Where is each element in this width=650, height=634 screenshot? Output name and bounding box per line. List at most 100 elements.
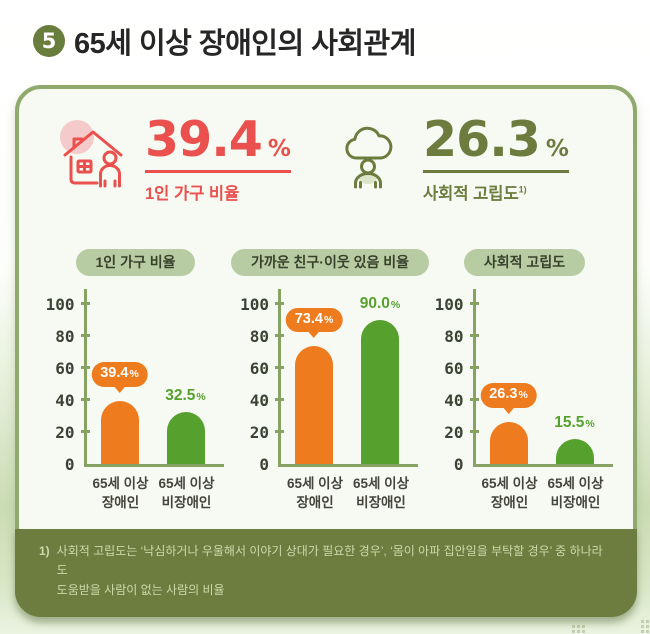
chart-title: 가까운 친구·이웃 있음 비율	[251, 254, 410, 270]
section-number-badge: 5	[33, 25, 65, 57]
y-tick-mark	[275, 301, 284, 305]
chart-single-household-ratio: 1인 가구 비율 0 20 40 60 80 100 39.4% 32.5% 65세 이상 장…	[39, 249, 232, 513]
y-tick-label: 100	[240, 294, 269, 314]
y-tick-label: 80	[249, 326, 269, 346]
decorative-dot-grid	[641, 620, 644, 623]
chart-close-friends-ratio: 가까운 친구·이웃 있음 비율 0 20 40 60 80 100 73.4% 90.0% …	[231, 249, 430, 513]
category-label: 65세 이상 비장애인	[547, 475, 604, 510]
category-label: 65세 이상 장애인	[286, 475, 344, 510]
x-axis-labels: 65세 이상 장애인 65세 이상 비장애인	[88, 475, 220, 513]
bar-chart: 0 20 40 60 80 100 39.4% 32.5%	[45, 288, 224, 472]
stat-unit: %	[267, 136, 291, 162]
chart-title-badge: 1인 가구 비율	[75, 249, 196, 276]
plot-area: 39.4% 32.5%	[80, 288, 224, 467]
y-tick-mark	[469, 365, 479, 369]
y-tick-mark	[469, 333, 479, 337]
bar-non-disabled	[361, 319, 399, 464]
y-tick-label: 100	[434, 294, 464, 314]
bar-value-label: 32.5%	[165, 387, 206, 405]
stat-value: 39.4	[145, 111, 263, 168]
y-tick-label: 20	[249, 422, 269, 442]
y-tick-mark	[275, 397, 284, 401]
y-axis-labels: 0 20 40 60 80 100	[434, 289, 473, 472]
footnote-bar: 1) 사회적 고립도는 ‘낙심하거나 우울해서 이야기 상대가 필요한 경우’,…	[15, 528, 637, 617]
y-tick-mark	[275, 333, 284, 337]
footnote-marker: 1)	[39, 543, 50, 558]
y-tick-label: 80	[55, 326, 75, 346]
y-tick-mark	[275, 365, 284, 369]
chart-social-isolation: 사회적 고립도 0 20 40 60 80 100 26.3% 15.5% 65세 이상 장애…	[428, 249, 621, 513]
bar-chart: 0 20 40 60 80 100 26.3% 15.5%	[434, 288, 613, 472]
category-label: 65세 이상 장애인	[92, 475, 149, 510]
bar-non-disabled	[555, 439, 594, 464]
y-tick-label: 0	[259, 454, 269, 474]
bar-value-label: 39.4%	[91, 362, 148, 387]
stat-value: 26.3	[423, 111, 541, 168]
y-tick-mark	[275, 429, 284, 433]
y-tick-label: 60	[444, 358, 464, 378]
stats-row: 39.4 % 1인 가구 비율	[57, 115, 613, 204]
bar-disabled	[295, 346, 333, 464]
stat-text: 26.3 % 사회적 고립도1)	[423, 115, 569, 204]
bar-non-disabled	[166, 411, 205, 464]
y-tick-mark	[80, 333, 90, 337]
plot-area: 73.4% 90.0%	[275, 288, 418, 467]
chart-title: 1인 가구 비율	[95, 254, 176, 270]
x-axis-labels: 65세 이상 장애인 65세 이상 비장애인	[282, 475, 414, 513]
bar-value-label: 90.0%	[359, 295, 401, 313]
stat-label: 1인 가구 비율	[145, 185, 240, 203]
chart-title-badge: 사회적 고립도	[463, 249, 586, 276]
infographic-card: 39.4 % 1인 가구 비율	[15, 85, 637, 617]
category-label: 65세 이상 비장애인	[158, 475, 215, 510]
y-tick-mark	[80, 397, 90, 401]
footnote-line-1: 사회적 고립도는 ‘낙심하거나 우울해서 이야기 상대가 필요한 경우’, ‘몸…	[56, 543, 603, 578]
y-tick-label: 100	[45, 294, 75, 314]
page-header: 5 65세 이상 장애인의 사회관계	[33, 20, 416, 62]
bar-value-label: 73.4%	[285, 307, 343, 333]
chart-title: 사회적 고립도	[483, 254, 566, 270]
y-tick-mark	[469, 429, 479, 433]
y-tick-mark	[80, 301, 90, 305]
y-tick-label: 60	[55, 358, 75, 378]
y-tick-mark	[80, 429, 90, 433]
bar-chart: 0 20 40 60 80 100 73.4% 90.0%	[240, 288, 418, 472]
decorative-dot-grid	[572, 625, 575, 628]
stat-label: 사회적 고립도1)	[423, 180, 569, 204]
plot-area: 26.3% 15.5%	[469, 288, 613, 467]
stat-unit: %	[545, 136, 569, 162]
stat-text: 39.4 % 1인 가구 비율	[145, 115, 291, 204]
y-axis-labels: 0 20 40 60 80 100	[240, 289, 278, 472]
page-title: 65세 이상 장애인의 사회관계	[74, 28, 416, 60]
y-tick-label: 60	[249, 358, 269, 378]
y-tick-label: 20	[55, 422, 75, 442]
y-tick-label: 40	[55, 390, 75, 410]
y-tick-label: 0	[453, 454, 464, 474]
y-tick-label: 80	[444, 326, 464, 346]
y-tick-mark	[469, 301, 479, 305]
chart-title-badge: 가까운 친구·이웃 있음 비율	[231, 249, 430, 276]
stat-label-text: 사회적 고립도	[423, 185, 519, 203]
footnote-line-2: 도움받을 사람이 없는 사람의 비율	[56, 583, 225, 598]
y-tick-label: 40	[444, 390, 464, 410]
y-tick-label: 20	[444, 422, 464, 442]
footnote-reference: 1)	[518, 184, 527, 195]
y-tick-mark	[80, 365, 90, 369]
y-axis-labels: 0 20 40 60 80 100	[45, 289, 84, 472]
category-label: 65세 이상 장애인	[481, 475, 538, 510]
x-axis-labels: 65세 이상 장애인 65세 이상 비장애인	[477, 475, 609, 513]
bar-value-label: 26.3%	[480, 383, 537, 408]
bar-disabled	[100, 400, 139, 464]
bar-value-label: 15.5%	[554, 414, 595, 432]
y-tick-mark	[469, 397, 479, 401]
category-label: 65세 이상 비장애인	[352, 475, 410, 510]
footnote-text: 사회적 고립도는 ‘낙심하거나 우울해서 이야기 상대가 필요한 경우’, ‘몸…	[57, 542, 609, 601]
bar-disabled	[489, 421, 528, 464]
gloomy-cloud-person-icon	[335, 119, 409, 195]
y-tick-label: 40	[249, 390, 269, 410]
stat-value-underlined: 39.4 %	[145, 115, 291, 173]
y-tick-label: 0	[64, 454, 75, 474]
stat-value-underlined: 26.3 %	[423, 115, 569, 173]
house-single-person-icon	[57, 119, 131, 195]
stat-social-isolation: 26.3 % 사회적 고립도1)	[335, 115, 613, 204]
stat-single-household: 39.4 % 1인 가구 비율	[57, 115, 335, 204]
